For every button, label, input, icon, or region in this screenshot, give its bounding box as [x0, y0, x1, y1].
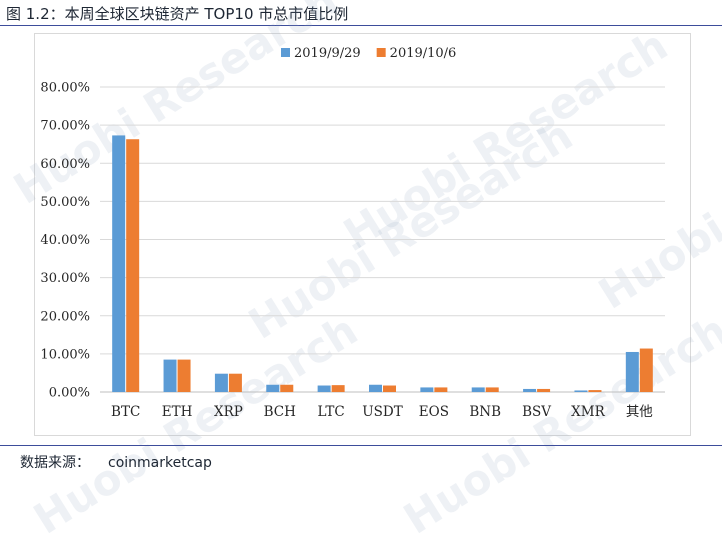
bar-series1: [471, 387, 485, 392]
bar-series1: [317, 385, 331, 392]
y-tick-label: 50.00%: [40, 195, 90, 210]
y-tick-label: 10.00%: [40, 347, 90, 362]
x-tick-label: BCH: [264, 404, 297, 420]
bar-series1: [112, 135, 126, 392]
x-tick-label: BSV: [522, 404, 551, 420]
bar-series1: [163, 359, 177, 392]
y-tick-label: 80.00%: [40, 81, 90, 96]
bar-series2: [434, 387, 448, 392]
bar-series2: [177, 359, 191, 392]
bar-series2: [383, 385, 396, 392]
bar-series1: [574, 390, 588, 392]
y-tick-label: 40.00%: [40, 233, 90, 248]
source-label: 数据来源：: [20, 455, 90, 471]
bar-series2: [126, 139, 140, 392]
bar-series2: [588, 390, 602, 392]
bar-series2: [228, 373, 242, 392]
bar-chart: 0.00% 10.00% 20.00% 30.00% 40.00% 50.00% 60.00…: [40, 46, 665, 420]
legend-swatch: [376, 48, 386, 57]
bar-series1: [214, 373, 228, 392]
source-line: 数据来源： coinmarketcap: [20, 452, 212, 472]
bar-series1: [266, 384, 280, 392]
bar-series2: [331, 385, 345, 392]
y-tick-label: 20.00%: [40, 309, 90, 324]
y-tick-label: 60.00%: [40, 157, 90, 172]
bar-series1: [420, 387, 434, 392]
bar-series1: [523, 388, 537, 392]
x-tick-label: XMR: [571, 404, 605, 420]
x-tick-label: BNB: [469, 404, 501, 420]
x-tick-label: ETH: [162, 404, 193, 420]
bar-series2: [485, 387, 499, 392]
x-tick-label: XRP: [214, 404, 243, 420]
source-value: coinmarketcap: [108, 455, 212, 471]
bar-series2: [280, 384, 294, 392]
x-tick-label: 其他: [626, 404, 653, 420]
figure-title: 图 1.2：本周全球区块链资产 TOP10 市总市值比例: [6, 5, 349, 23]
bar-series1: [625, 351, 639, 392]
legend-swatch: [281, 48, 290, 57]
chart-frame: [34, 33, 691, 436]
title-rule: [0, 25, 722, 26]
x-tick-label: BTC: [111, 404, 140, 420]
y-tick-label: 30.00%: [40, 271, 90, 286]
bar-series1: [369, 384, 382, 392]
x-tick-label: LTC: [318, 404, 345, 420]
legend-label: 2019/10/6: [390, 46, 457, 61]
x-tick-label: EOS: [419, 404, 449, 420]
y-tick-label: 70.00%: [40, 119, 90, 134]
x-tick-label: USDT: [362, 404, 402, 420]
y-tick-label: 0.00%: [49, 386, 90, 401]
legend-label: 2019/9/29: [294, 46, 361, 61]
bar-series2: [537, 388, 551, 392]
bottom-rule: [0, 445, 722, 446]
bar-series2: [639, 348, 653, 392]
